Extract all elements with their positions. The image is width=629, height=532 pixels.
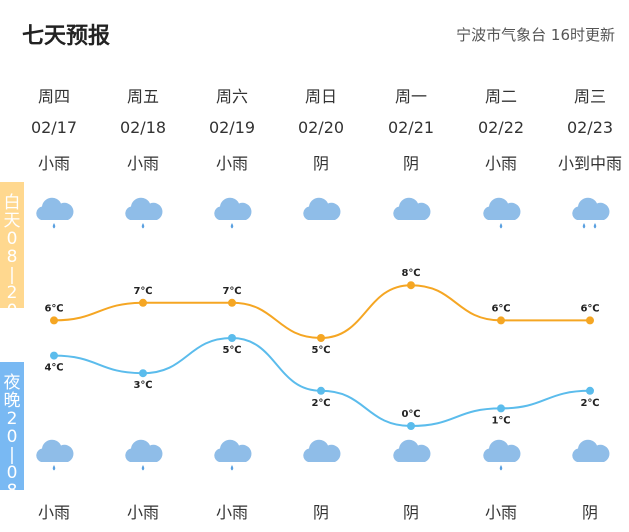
low-temp-label: 4℃ <box>44 363 63 374</box>
high-temp-point <box>407 281 415 290</box>
night-weather-label: 小雨 <box>215 503 248 522</box>
weekday-label: 周四 <box>37 87 70 106</box>
night-tag-char: | <box>9 445 15 465</box>
low-temp-label: 0℃ <box>401 409 420 420</box>
weekday-label: 周三 <box>573 87 606 106</box>
low-temp-point <box>228 334 236 342</box>
high-temp-point <box>228 298 236 307</box>
day-tag-char: 0 <box>6 301 18 321</box>
date-label: 02/23 <box>566 118 614 137</box>
day-tag-char: 白 <box>3 193 21 213</box>
date-label: 02/21 <box>387 118 435 137</box>
night-tag-char: 2 <box>6 409 18 429</box>
high-temp-point <box>586 316 594 325</box>
high-temp-point <box>139 298 147 307</box>
date-label: 02/19 <box>208 118 256 137</box>
rain-cloud-icon <box>32 436 76 474</box>
day-tag-char: 2 <box>6 283 18 303</box>
day-weather-label: 小雨 <box>215 154 248 173</box>
weekday-label: 周日 <box>304 87 337 106</box>
low-temp-label: 3℃ <box>133 380 152 391</box>
low-temp-label: 1℃ <box>491 415 510 426</box>
weekday-label: 周二 <box>484 87 517 106</box>
high-temp-point <box>317 334 325 342</box>
day-weather-label: 小雨 <box>37 154 70 173</box>
night-weather-label: 小雨 <box>484 503 517 522</box>
low-temp-label: 2℃ <box>580 398 599 409</box>
rain-cloud-icon <box>479 194 523 232</box>
night-weather-label: 小雨 <box>37 503 70 522</box>
day-weather-label: 小雨 <box>126 154 159 173</box>
high-temp-label: 6℃ <box>491 303 510 314</box>
day-tag-char: 0 <box>6 229 18 249</box>
night-weather-label: 阴 <box>581 503 598 522</box>
weekday-label: 周六 <box>215 87 248 106</box>
night-tag-char: 8 <box>6 481 18 501</box>
low-temp-point <box>50 351 58 360</box>
high-temp-label: 7℃ <box>133 286 152 297</box>
low-temp-point <box>407 422 415 430</box>
high-temp-label: 6℃ <box>580 303 599 314</box>
date-label: 02/17 <box>30 118 78 137</box>
high-temp-label: 5℃ <box>311 345 330 356</box>
rain-cloud-icon <box>121 436 165 474</box>
rain-cloud-icon <box>479 436 523 474</box>
cloud-icon <box>299 436 343 474</box>
high-temp-point <box>50 316 58 325</box>
low-temp-label: 2℃ <box>311 398 330 409</box>
high-temp-label: 7℃ <box>222 286 241 297</box>
day-tag-char: | <box>9 265 15 285</box>
forecast-source: 宁波市气象台 16时更新 <box>456 26 615 44</box>
day-tag-char: 天 <box>3 211 21 231</box>
night-tag-char: 晚 <box>3 391 21 411</box>
night-weather-label: 阴 <box>402 503 419 522</box>
high-temp-label: 8℃ <box>401 268 420 279</box>
rain-cloud-icon <box>210 194 254 232</box>
night-tag-char: 0 <box>6 463 18 483</box>
night-weather-label: 阴 <box>312 503 329 522</box>
low-temp-label: 5℃ <box>222 345 241 356</box>
high-temp-point <box>497 316 505 325</box>
day-weather-label: 小雨 <box>484 154 517 173</box>
day-weather-label: 阴 <box>402 154 419 173</box>
cloud-icon <box>299 194 343 232</box>
day-weather-label: 阴 <box>312 154 329 173</box>
night-tag-char: 夜 <box>3 373 21 393</box>
day-label-tag: 白天 0 8 | 2 0 <box>0 182 24 320</box>
cloud-icon <box>568 436 612 474</box>
night-tag-char: 0 <box>6 427 18 447</box>
low-temp-point <box>139 369 147 378</box>
day-tag-char: 8 <box>6 247 18 267</box>
heavy-rain-cloud-icon <box>568 194 612 232</box>
rain-cloud-icon <box>32 194 76 232</box>
weekday-label: 周五 <box>126 87 159 106</box>
night-label-tag: 夜晚 2 0 | 0 8 <box>0 362 24 500</box>
day-weather-label: 小到中雨 <box>557 154 622 173</box>
cloud-icon <box>389 436 433 474</box>
rain-cloud-icon <box>210 436 254 474</box>
page-title: 七天预报 <box>22 24 111 49</box>
low-temp-point <box>317 386 325 395</box>
date-label: 02/20 <box>297 118 345 137</box>
low-temp-point <box>497 404 505 413</box>
night-weather-label: 小雨 <box>126 503 159 522</box>
date-label: 02/22 <box>477 118 525 137</box>
weekday-label: 周一 <box>394 87 427 106</box>
cloud-icon <box>389 194 433 232</box>
high-temp-label: 6℃ <box>44 303 63 314</box>
date-label: 02/18 <box>119 118 167 137</box>
rain-cloud-icon <box>121 194 165 232</box>
low-temp-point <box>586 386 594 395</box>
